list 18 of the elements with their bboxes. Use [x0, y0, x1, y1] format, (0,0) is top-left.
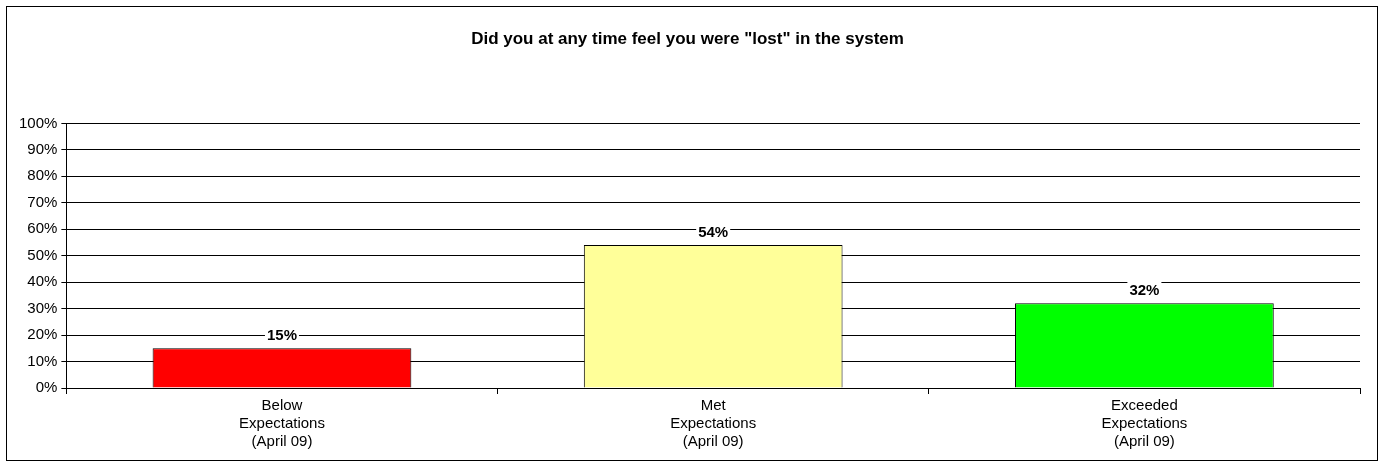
y-tick-label: 70% — [27, 192, 58, 210]
y-tick-label: 30% — [27, 298, 58, 316]
y-tick-label: 10% — [27, 351, 58, 369]
x-tick-label: Met Expectations (April 09) — [670, 396, 757, 450]
data-label: 32% — [1129, 280, 1160, 298]
data-label: 15% — [266, 325, 297, 343]
y-tick-label: 0% — [35, 378, 58, 396]
y-tick-label: 100% — [18, 113, 58, 131]
y-tick-label: 60% — [27, 219, 58, 237]
y-tick-label: 50% — [27, 245, 58, 263]
y-tick-label: 20% — [27, 325, 58, 343]
y-tick-label: 90% — [27, 140, 58, 157]
y-tick-label: 80% — [27, 166, 58, 184]
x-tick-label: Exceeded Expectations (April 09) — [1101, 396, 1188, 450]
x-tick-label: Below Expectations (April 09) — [239, 396, 325, 450]
data-label: 54% — [698, 222, 729, 240]
chart-title: Did you at any time feel you were "lost" in the system — [471, 28, 904, 48]
y-tick-label: 40% — [27, 272, 58, 290]
